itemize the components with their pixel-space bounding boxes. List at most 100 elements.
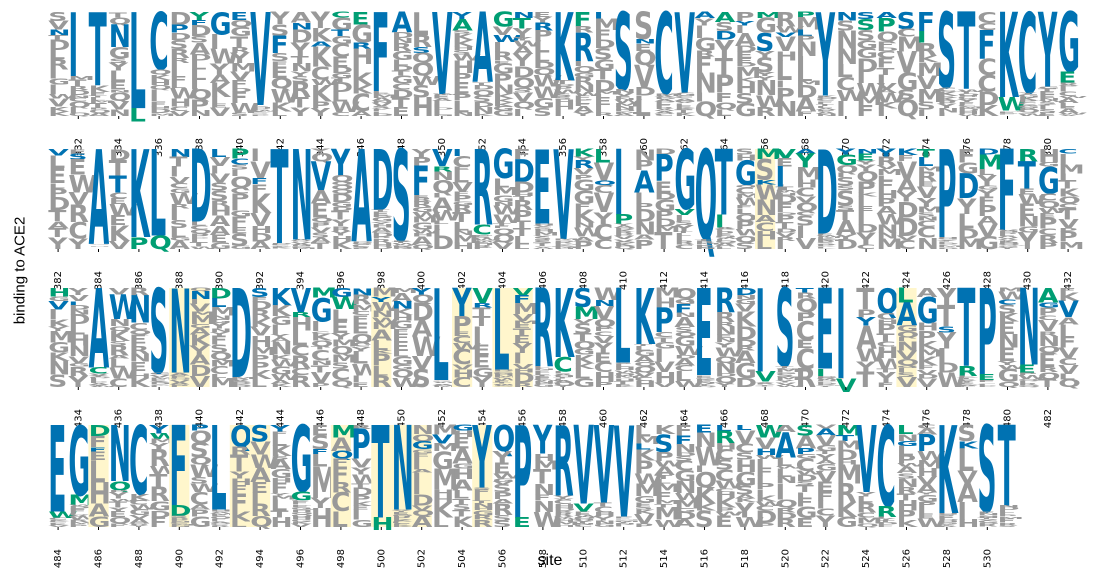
logo-letter: P xyxy=(1038,215,1057,233)
logo-letter: P xyxy=(250,108,270,110)
logo-letter: N xyxy=(371,101,393,104)
logo-letter: G xyxy=(977,185,999,191)
logo-letter: E xyxy=(715,234,733,235)
logo-letter: Q xyxy=(109,15,132,27)
logo-letter: H xyxy=(472,243,494,246)
logo-letter: M xyxy=(89,100,115,104)
logo-letter: S xyxy=(856,10,875,22)
logo-letter: F xyxy=(876,55,894,71)
logo-letter: V xyxy=(1058,115,1079,117)
logo-letter: A xyxy=(371,226,392,234)
logo-letter: Y xyxy=(229,50,250,66)
x-tick-label: 428 xyxy=(982,271,993,290)
logo-letter: D xyxy=(735,62,757,68)
logo-letter: E xyxy=(513,514,531,530)
logo-letter: L xyxy=(392,58,409,67)
logo-letter: W xyxy=(190,246,219,250)
logo-letter: D xyxy=(513,179,535,196)
logo-letter: Y xyxy=(714,36,736,65)
logo-letter: T xyxy=(513,226,531,239)
logo-letter: E xyxy=(674,106,692,108)
logo-letter: C xyxy=(331,111,350,118)
logo-letter: W xyxy=(755,180,784,204)
x-tick-label: 352 xyxy=(477,138,488,157)
logo-letter: E xyxy=(533,11,551,19)
logo-letter: I xyxy=(856,194,866,209)
logo-letter: P xyxy=(977,203,996,220)
logo-letter: Y xyxy=(310,7,331,33)
logo-letter: R xyxy=(392,246,413,247)
logo-letter: M xyxy=(816,240,842,242)
logo-letter: I xyxy=(210,164,220,176)
logo-letter: L xyxy=(371,91,388,93)
logo-letter: A xyxy=(210,224,231,239)
logo-letter: T xyxy=(533,243,551,248)
logo-letter: E xyxy=(1058,69,1076,86)
logo-letter: N xyxy=(796,38,818,62)
logo-letter: A xyxy=(1058,107,1079,114)
logo-letter: P xyxy=(553,85,572,92)
logo-letter: C xyxy=(311,64,331,84)
logo-letter: D xyxy=(371,215,393,217)
logo-letter: V xyxy=(674,0,695,121)
logo-letter: L xyxy=(89,97,106,102)
logo-letter: A xyxy=(715,9,736,25)
logo-letter: A xyxy=(634,233,655,242)
x-tick-label: 346 xyxy=(356,138,367,157)
logo-letter: D xyxy=(190,23,212,40)
x-tick-label: 432 xyxy=(1063,271,1074,290)
highlight-band-417 xyxy=(755,149,776,249)
logo-letter: D xyxy=(816,126,838,261)
logo-letter: N xyxy=(836,10,858,24)
logo-letter: L xyxy=(371,111,388,115)
logo-letter: D xyxy=(472,101,494,109)
logo-letter: H xyxy=(957,111,979,116)
logo-letter: P xyxy=(937,125,956,266)
logo-letter: L xyxy=(816,106,833,109)
logo-letter: T xyxy=(876,65,895,77)
x-tick-label: 486 xyxy=(94,549,105,568)
logo-letter: I xyxy=(432,100,442,105)
logo-letter: M xyxy=(1058,239,1084,251)
logo-letter: P xyxy=(452,71,471,85)
logo-letter: N xyxy=(493,82,515,96)
logo-letter: S xyxy=(816,243,835,244)
logo-letter: N xyxy=(695,248,717,250)
logo-letter: L xyxy=(371,92,388,94)
logo-letter: C xyxy=(452,154,472,171)
logo-letter: Y xyxy=(875,147,896,159)
logo-letter: W xyxy=(392,248,422,249)
logo-letter: E xyxy=(594,95,612,107)
logo-letter: R xyxy=(169,57,190,65)
logo-letter: E xyxy=(1038,91,1056,96)
x-tick-label: 394 xyxy=(296,271,307,290)
logo-letter: I xyxy=(149,385,159,387)
logo-letter: E xyxy=(250,111,268,112)
x-axis-label: site xyxy=(537,552,563,569)
logo-letter: W xyxy=(1018,192,1047,207)
x-tick-label: 374 xyxy=(922,138,933,157)
logo-letter: L xyxy=(715,246,732,250)
logo-letter: M xyxy=(412,215,438,224)
logo-letter: R xyxy=(210,525,231,527)
x-tick-label: 354 xyxy=(518,138,529,157)
logo-letter: M xyxy=(957,236,983,253)
logo-letter: F xyxy=(735,205,753,210)
logo-letter: W xyxy=(48,93,77,100)
logo-letter: D xyxy=(169,9,191,29)
logo-letter: E xyxy=(856,205,874,213)
logo-letter: L xyxy=(715,108,732,119)
logo-letter: Q xyxy=(856,169,879,186)
logo-letter: K xyxy=(452,32,473,42)
logo-letter: L xyxy=(917,155,934,169)
logo-letter: W xyxy=(533,73,562,91)
logo-letter: D xyxy=(331,191,353,204)
logo-letter: I xyxy=(836,172,846,179)
logo-letter: I xyxy=(614,132,624,236)
logo-letter: I xyxy=(169,206,179,224)
logo-letter: E xyxy=(331,54,349,71)
logo-letter: D xyxy=(432,107,454,110)
logo-letter: M xyxy=(998,111,1024,112)
logo-letter: Y xyxy=(835,148,857,157)
logo-letter: T xyxy=(331,208,350,222)
